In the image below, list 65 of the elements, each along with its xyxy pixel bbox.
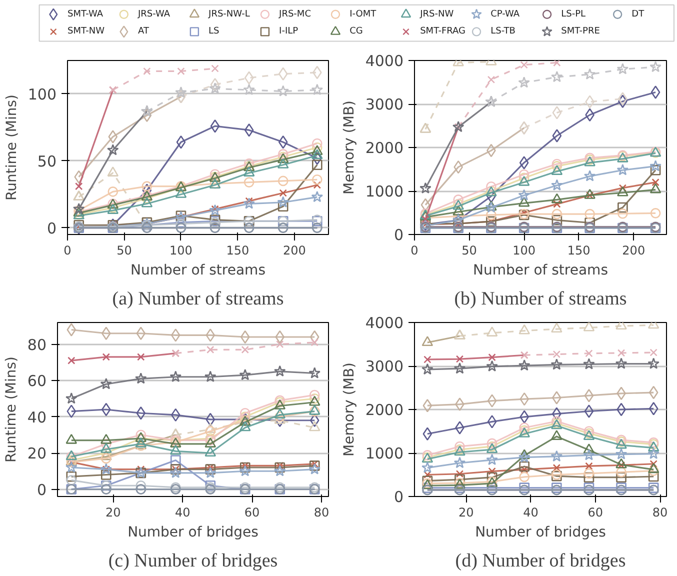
text: (b) Number of streams xyxy=(454,288,627,310)
y-tick-label: 3000 xyxy=(365,96,404,114)
y-tick-label: 80 xyxy=(27,336,47,354)
y-tick-label: 40 xyxy=(27,408,47,426)
y-axis-title: Memory (MB) xyxy=(341,100,358,194)
legend-label: JRS-MC xyxy=(278,9,311,20)
x-tick-label: 80 xyxy=(652,506,668,520)
y-tick-label: 1000 xyxy=(365,182,404,200)
x-tick-label: 60 xyxy=(244,506,260,520)
legend-label: LS-PL xyxy=(561,9,586,20)
legend-label: CP-WA xyxy=(490,9,520,20)
x-tick-label: 20 xyxy=(458,506,474,520)
text: (a) Number of streams xyxy=(112,288,284,310)
text: (d) Number of bridges xyxy=(455,550,626,572)
legend-label: SMT-WA xyxy=(67,9,104,20)
y-tick-label: 0 xyxy=(394,226,404,244)
legend-label: JRS-NW xyxy=(419,9,454,20)
text: (c) Number of bridges xyxy=(108,550,278,572)
x-tick-label: 0 xyxy=(64,244,72,258)
x-tick-label: 50 xyxy=(116,244,132,258)
y-axis-title: Runtime (Mins) xyxy=(4,94,20,200)
y-tick-label: 50 xyxy=(37,152,57,170)
x-tick-label: 150 xyxy=(226,244,250,258)
x-axis-title: Number of bridges xyxy=(128,524,258,540)
legend-label: I-OMT xyxy=(350,9,377,20)
legend-label: AT xyxy=(138,26,150,37)
x-tick-label: 40 xyxy=(523,506,538,520)
x-tick-label: 0 xyxy=(410,244,418,258)
legend-label: CG xyxy=(350,26,363,37)
x-tick-label: 50 xyxy=(462,244,477,258)
y-axis-title: Memory (MB) xyxy=(341,362,358,456)
y-tick-label: 4000 xyxy=(365,314,404,332)
legend-label: SMT-PRE xyxy=(561,26,600,37)
y-tick-label: 0 xyxy=(36,480,47,499)
legend-label: I-ILP xyxy=(279,26,299,37)
y-tick-label: 2000 xyxy=(365,139,404,157)
x-axis-title: Number of streams xyxy=(130,262,266,278)
y-tick-label: 100 xyxy=(28,85,57,104)
y-tick-label: 20 xyxy=(27,444,47,462)
y-tick-label: 4000 xyxy=(365,52,404,70)
x-tick-label: 100 xyxy=(170,244,192,258)
x-axis-title: Number of streams xyxy=(473,262,608,278)
y-tick-label: 3000 xyxy=(365,358,404,376)
x-tick-label: 200 xyxy=(622,244,646,258)
x-tick-label: 80 xyxy=(314,506,330,520)
legend-label: LS xyxy=(208,26,220,37)
x-tick-label: 150 xyxy=(567,244,590,258)
x-tick-label: 20 xyxy=(105,506,121,520)
y-tick-label: 1000 xyxy=(365,444,404,462)
legend-label: LS-TB xyxy=(490,26,516,37)
y-tick-label: 0 xyxy=(46,219,57,238)
x-axis-title: Number of bridges xyxy=(475,524,606,540)
x-tick-label: 60 xyxy=(588,506,604,520)
x-tick-label: 40 xyxy=(174,506,190,520)
y-tick-label: 60 xyxy=(27,372,47,390)
legend-label: DT xyxy=(632,9,645,20)
legend-label: JRS-WA xyxy=(137,9,171,20)
y-tick-label: 0 xyxy=(394,488,404,506)
y-axis-title: Runtime (Mins) xyxy=(3,356,20,462)
x-tick-label: 200 xyxy=(283,244,306,258)
x-tick-label: 100 xyxy=(512,244,536,258)
legend-label: JRS-NW-L xyxy=(208,9,250,20)
legend-label: SMT-FRAG xyxy=(420,26,466,37)
legend-label: SMT-NW xyxy=(67,26,105,37)
y-tick-label: 2000 xyxy=(365,401,404,419)
